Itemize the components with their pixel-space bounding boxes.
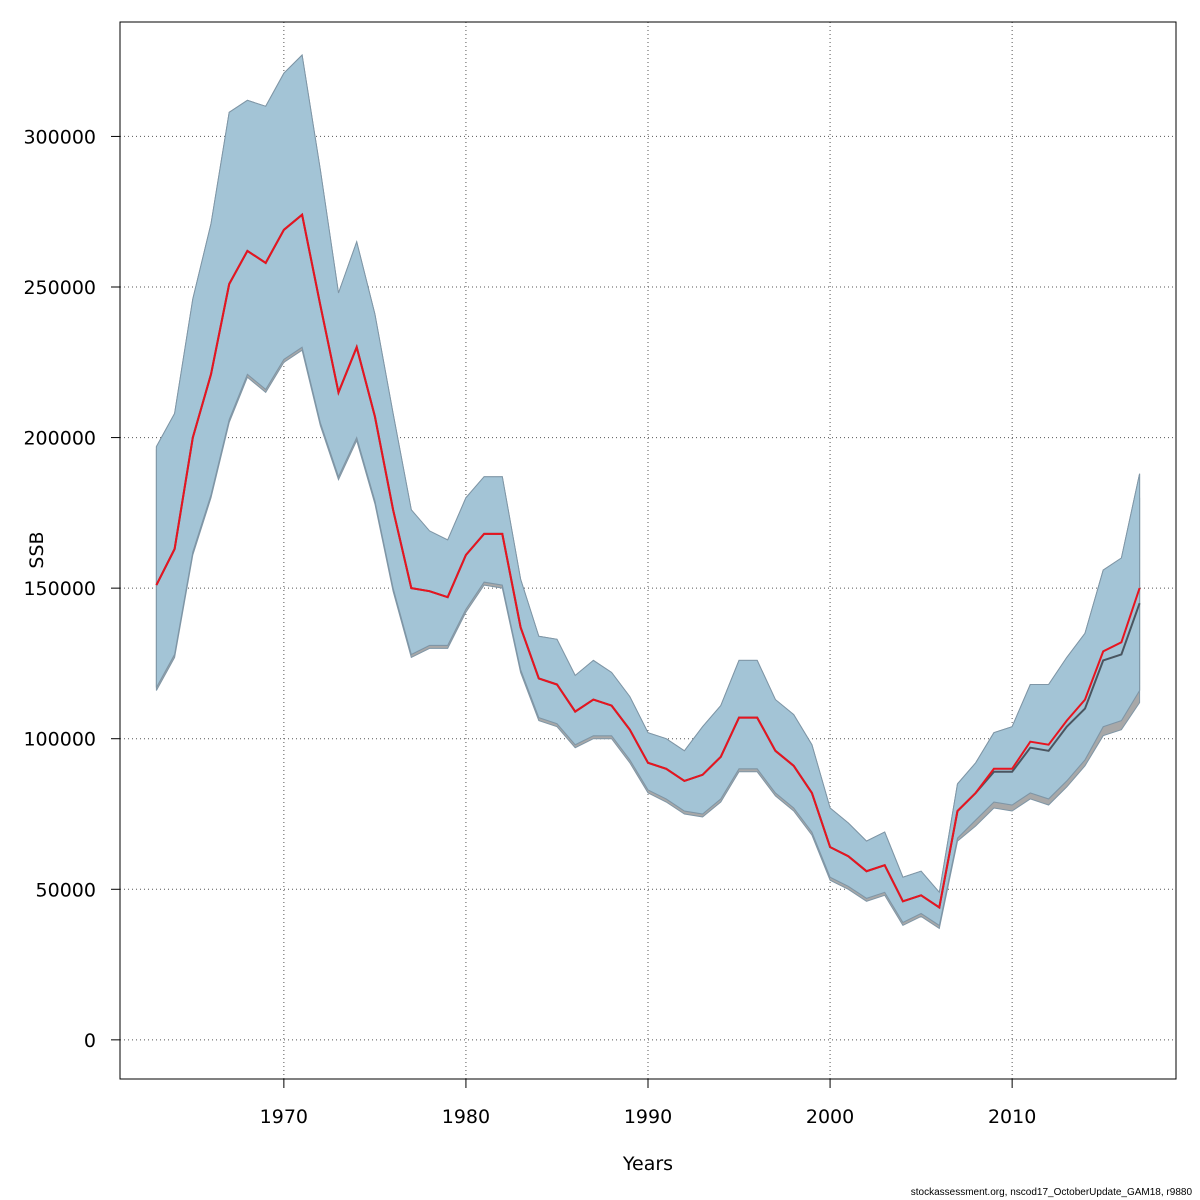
series-line-estimate	[155, 212, 1141, 910]
axes: 1970 1980 1990 2000 2010 0 50000 100000 150000 20…	[23, 126, 1036, 1128]
y-tick-label: 300000	[23, 126, 96, 148]
x-tick-label: 1980	[442, 1106, 490, 1128]
y-tick-label: 50000	[36, 879, 96, 901]
x-tick-label: 1970	[260, 1106, 308, 1128]
series-lines	[155, 212, 1141, 910]
x-tick-label: 2000	[806, 1106, 854, 1128]
y-tick-label: 250000	[23, 277, 96, 299]
confidence-band	[155, 54, 1141, 927]
y-axis-title: SSB	[26, 531, 48, 568]
y-tick-label: 150000	[23, 578, 96, 600]
y-tick-label: 200000	[23, 428, 96, 450]
x-tick-label: 2010	[988, 1106, 1036, 1128]
confidence-bands	[155, 54, 1141, 930]
y-tick-label: 100000	[23, 729, 96, 751]
y-tick-label: 0	[84, 1030, 96, 1052]
x-axis-title: Years	[622, 1153, 673, 1175]
x-tick-label: 1990	[624, 1106, 672, 1128]
caption: stockassessment.org, nscod17_OctoberUpda…	[910, 1187, 1192, 1198]
